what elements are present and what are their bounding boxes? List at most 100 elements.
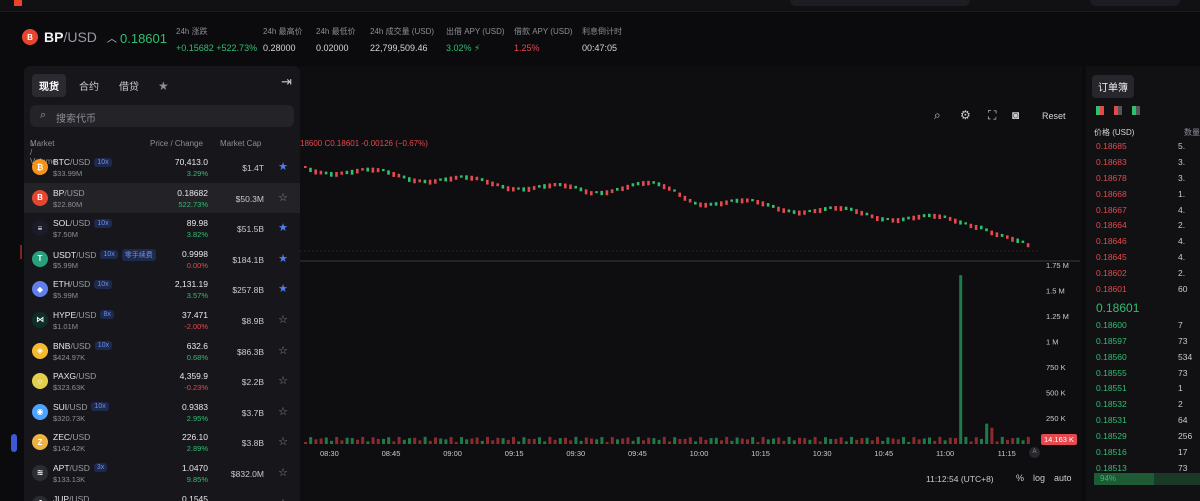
market-row-usdt[interactable]: T USDT/USD 10x 零手续费 $5.99M 0.9998 0.00% $1… — [24, 244, 300, 275]
tab-lending[interactable]: 借贷 — [119, 82, 139, 93]
screenshot-camera-icon[interactable]: ◙ — [1012, 108, 1020, 122]
market-row-sui[interactable]: ◉ SUI/USD 10x $320.73K 0.9383 2.95% $3.7B… — [24, 397, 300, 428]
ask-row[interactable]: 0.18664 2. — [1086, 218, 1200, 235]
volume-bar — [725, 436, 729, 444]
market-column-headers: Market / Volume↓ Price / Change Market C… — [30, 139, 294, 166]
ask-row[interactable]: 0.18683 3. — [1086, 154, 1200, 171]
ask-row[interactable]: 0.18685 5. — [1086, 139, 1200, 155]
favorite-star-icon[interactable]: ★ — [278, 161, 288, 173]
favorite-star-icon[interactable]: ☆ — [278, 344, 288, 357]
collapse-panel-icon[interactable]: ⇥ — [281, 74, 292, 89]
ask-row[interactable]: 0.18601 60 — [1086, 282, 1200, 298]
bid-row[interactable]: 0.18513 73 — [1086, 461, 1200, 477]
percent-scale-toggle[interactable]: % — [1016, 473, 1025, 483]
candle — [465, 175, 468, 180]
price-volume-chart[interactable]: 1.75 M 1.5 M 1.25 M 1 M 750 K 500 K 250 K 08:3… — [300, 150, 1080, 468]
pair-selector[interactable]: B BP/USD ︿ — [22, 29, 117, 45]
candle — [714, 202, 718, 206]
favorite-star-icon[interactable]: ☆ — [278, 375, 288, 388]
favorite-star-icon[interactable]: ★ — [278, 283, 288, 296]
tab-spot[interactable]: 现货 — [32, 74, 66, 97]
bid-row[interactable]: 0.18551 1 — [1086, 381, 1200, 397]
global-search-input[interactable] — [790, 0, 970, 6]
favorite-star-icon[interactable]: ☆ — [278, 497, 288, 501]
settings-gear-icon[interactable]: ⚙ — [960, 108, 971, 122]
auto-scale-badge[interactable]: A — [1029, 447, 1040, 458]
chart-panel[interactable] — [300, 66, 1082, 501]
tab-futures[interactable]: 合约 — [79, 82, 99, 93]
side-panel-handle[interactable] — [11, 434, 17, 452]
bid-row[interactable]: 0.18555 73 — [1086, 366, 1200, 382]
account-button[interactable] — [1090, 0, 1180, 6]
market-row-bnb[interactable]: ◈ BNB/USD 10x $424.97K 632.6 0.68% $86.3B… — [24, 336, 300, 367]
volume-tick-label: 750 K — [1046, 363, 1066, 372]
ask-row[interactable]: 0.18602 2. — [1086, 266, 1200, 283]
bid-row[interactable]: 0.18516 17 — [1086, 445, 1200, 461]
market-row-jup[interactable]: J JUP/USD 0.1545 ☆ — [24, 489, 300, 501]
favorite-star-icon[interactable]: ☆ — [278, 466, 288, 479]
favorite-star-icon[interactable]: ★ — [278, 252, 288, 265]
favorites-star-icon[interactable]: ★ — [158, 78, 169, 93]
orderbook-panel: 订单簿 价格 (USD) 数量 0.18685 5. 0.18683 3. 0.18678… — [1086, 66, 1200, 501]
bid-row[interactable]: 0.18597 73 — [1086, 334, 1200, 350]
bid-row[interactable]: 0.18600 7 — [1086, 318, 1200, 334]
favorite-star-icon[interactable]: ☆ — [278, 436, 288, 449]
ask-row[interactable]: 0.18646 4. — [1086, 234, 1200, 251]
market-row-paxg[interactable]: ○ PAXG/USD $323.63K 4,359.9 -0.23% $2.2B… — [24, 366, 300, 397]
volume-bar — [335, 436, 339, 444]
orderbook-title[interactable]: 订单簿 — [1092, 75, 1134, 98]
market-row-bp[interactable]: B BP/USD $22.80M 0.18682 522.73% $50.3M … — [24, 182, 300, 214]
favorite-star-icon[interactable]: ☆ — [278, 191, 288, 204]
market-row-hype[interactable]: ⋈ HYPE/USD 8x $1.01M 37.471 -2.00% $8.9B … — [24, 305, 300, 336]
candle — [501, 184, 505, 189]
view-both-icon[interactable] — [1096, 106, 1104, 115]
indicator-icon[interactable]: ⌕ — [934, 108, 941, 122]
bid-row[interactable]: 0.18529 256 — [1086, 429, 1200, 445]
auto-scale-toggle[interactable]: auto — [1054, 473, 1072, 483]
stat-value: 00:47:05 — [582, 43, 618, 53]
time-tick-label: 09:30 — [566, 449, 585, 458]
view-bids-icon[interactable] — [1114, 106, 1122, 115]
ask-row[interactable]: 0.18645 4. — [1086, 250, 1200, 267]
col-market-volume[interactable]: Market / Volume↓ — [30, 139, 57, 166]
ask-row[interactable]: 0.18678 3. — [1086, 170, 1200, 187]
favorite-star-icon[interactable]: ☆ — [278, 405, 288, 418]
market-row-btc[interactable]: ₿ BTC/USD 10x $33.99M 70,413.0 3.29% $1.4… — [24, 152, 300, 183]
bid-row[interactable]: 0.18560 534 — [1086, 350, 1200, 366]
volume-bar — [1021, 440, 1025, 444]
col-price-change[interactable]: Price / Change — [150, 139, 203, 148]
volume-bar — [595, 439, 599, 444]
ask-row[interactable]: 0.18668 1. — [1086, 186, 1200, 203]
btc-icon: ₿ — [32, 159, 48, 175]
ask-amount: 2. — [1178, 268, 1186, 279]
volume-bar — [371, 437, 375, 444]
reset-button[interactable]: Reset — [1042, 111, 1066, 121]
volume-bar — [772, 438, 775, 444]
bid-row[interactable]: 0.18532 2 — [1086, 397, 1200, 413]
ask-row[interactable]: 0.18667 4. — [1086, 202, 1200, 219]
chevron-up-icon[interactable]: ︿ — [106, 33, 117, 45]
candle — [829, 206, 832, 209]
market-price: 226.10 — [182, 432, 208, 443]
stat-value: 22,799,509.46 — [370, 43, 428, 53]
col-market-cap[interactable]: Market Cap — [220, 139, 262, 148]
stat-value: 1.25% — [514, 43, 540, 53]
market-row-sol[interactable]: ≡ SOL/USD 10x $7.50M 89.98 3.82% $51.5B ★ — [24, 213, 300, 244]
favorite-star-icon[interactable]: ☆ — [278, 313, 288, 326]
market-symbol: USDT/USD 10x 零手续费 — [53, 248, 156, 261]
view-asks-icon[interactable] — [1132, 106, 1140, 115]
volume-bar — [948, 437, 952, 444]
market-row-apt[interactable]: ≋ APT/USD 3x $133.13K 1.0470 9.85% $832.0… — [24, 458, 300, 489]
fullscreen-icon[interactable]: ⛶ — [988, 108, 997, 122]
favorite-star-icon[interactable]: ★ — [278, 222, 288, 235]
time-axis: 08:30 08:45 09:00 09:15 09:30 09:45 10:00 10:15… — [320, 449, 1016, 458]
brand-logo[interactable] — [14, 0, 22, 6]
market-row-zec[interactable]: Z ZEC/USD $142.42K 226.10 2.89% $3.8B ☆ — [24, 427, 300, 458]
candle — [345, 170, 349, 175]
token-search-input[interactable]: ⌕ 搜索代币 — [30, 105, 294, 127]
log-scale-toggle[interactable]: log — [1033, 473, 1046, 483]
market-row-eth[interactable]: ◆ ETH/USD 10x $5.99M 2,131.19 3.57% $257.… — [24, 274, 300, 305]
volume-bar — [304, 441, 307, 444]
bid-amount: 256 — [1178, 431, 1193, 442]
bid-row[interactable]: 0.18531 64 — [1086, 413, 1200, 429]
